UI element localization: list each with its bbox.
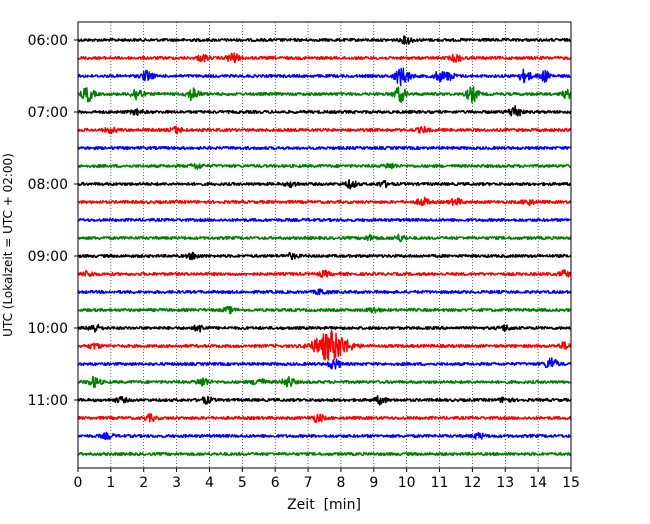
x-tick-label: 5 (238, 475, 247, 491)
y-tick-label: 08:00 (28, 177, 68, 193)
x-tick-label: 12 (463, 475, 481, 491)
trace-line (77, 125, 572, 135)
x-tick-label: 10 (398, 475, 416, 491)
x-tick-label: 3 (172, 475, 181, 491)
x-tick-label: 8 (336, 475, 345, 491)
x-tick-label: 1 (106, 475, 115, 491)
trace-line (77, 413, 572, 423)
trace-line (77, 451, 572, 457)
x-axis-label: Zeit [min] (287, 497, 361, 513)
trace-line (77, 431, 572, 441)
trace-line (77, 196, 572, 207)
trace-line (77, 162, 572, 170)
trace-line (77, 269, 572, 279)
x-axis-ticks: 0 1 2 3 4 5 6 7 8 9 10 11 12 13 14 15 (74, 468, 580, 491)
grid-lines (110, 22, 539, 468)
y-axis-ticks: 06:00 07:00 08:00 09:00 10:00 11:00 (28, 33, 78, 409)
trace-line (77, 86, 572, 104)
trace-line (77, 217, 572, 223)
y-tick-label: 07:00 (28, 105, 68, 121)
y-tick-label: 09:00 (28, 249, 68, 265)
y-tick-label: 06:00 (28, 33, 68, 49)
trace-group (77, 35, 572, 457)
x-tick-label: 4 (205, 475, 214, 491)
x-tick-label: 7 (304, 475, 313, 491)
x-tick-label: 15 (562, 475, 580, 491)
trace-line (77, 323, 572, 333)
x-tick-label: 2 (139, 475, 148, 491)
trace-line (77, 105, 572, 117)
y-axis-label: UTC (Lokalzeit = UTC + 02:00) (1, 153, 15, 337)
trace-line (77, 35, 572, 45)
trace-line (77, 357, 572, 370)
x-tick-label: 11 (431, 475, 449, 491)
x-tick-label: 9 (369, 475, 378, 491)
x-tick-label: 14 (529, 475, 547, 491)
y-tick-label: 11:00 (28, 393, 68, 409)
trace-line (77, 305, 572, 315)
trace-line (77, 67, 572, 87)
trace-line (77, 179, 572, 190)
trace-line (77, 330, 572, 361)
plot-frame (77, 21, 572, 469)
trace-line (77, 395, 572, 406)
x-tick-label: 6 (271, 475, 280, 491)
trace-line (77, 52, 572, 64)
y-tick-label: 10:00 (28, 321, 68, 337)
trace-line (77, 375, 572, 389)
trace-line (77, 145, 572, 151)
x-tick-label: 0 (74, 475, 83, 491)
trace-line (77, 251, 572, 261)
x-tick-label: 13 (496, 475, 514, 491)
trace-line (77, 288, 572, 296)
trace-line (77, 233, 572, 243)
